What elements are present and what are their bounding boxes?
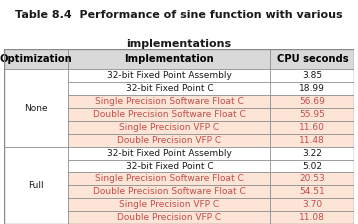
Bar <box>68 211 270 224</box>
Text: Single Precision VFP C: Single Precision VFP C <box>119 123 219 132</box>
Bar <box>270 108 354 121</box>
Text: Double Precision VFP C: Double Precision VFP C <box>117 213 221 222</box>
Text: 32-bit Fixed Point Assembly: 32-bit Fixed Point Assembly <box>107 149 232 158</box>
Text: 32-bit Fixed Point Assembly: 32-bit Fixed Point Assembly <box>107 71 232 80</box>
Text: Optimization: Optimization <box>0 54 72 64</box>
Text: Single Precision VFP C: Single Precision VFP C <box>119 200 219 209</box>
Bar <box>68 185 270 198</box>
Bar <box>68 147 270 159</box>
Bar <box>68 49 270 69</box>
Text: 56.69: 56.69 <box>299 97 325 106</box>
Bar <box>4 147 68 224</box>
Text: 55.95: 55.95 <box>299 110 325 119</box>
Text: 32-bit Fixed Point C: 32-bit Fixed Point C <box>126 162 213 170</box>
Bar <box>270 69 354 82</box>
Text: 11.60: 11.60 <box>299 123 325 132</box>
Text: 3.22: 3.22 <box>303 149 322 158</box>
Bar <box>68 159 270 172</box>
Bar <box>270 185 354 198</box>
Text: Double Precision Software Float C: Double Precision Software Float C <box>93 187 246 196</box>
Text: None: None <box>24 103 48 112</box>
Text: 20.53: 20.53 <box>299 174 325 183</box>
Bar <box>270 134 354 147</box>
Text: Single Precision Software Float C: Single Precision Software Float C <box>95 97 244 106</box>
Bar <box>68 134 270 147</box>
Bar <box>270 95 354 108</box>
Text: Implementation: Implementation <box>125 54 214 64</box>
Text: Table 8.4  Performance of sine function with various: Table 8.4 Performance of sine function w… <box>15 10 343 20</box>
Bar <box>270 198 354 211</box>
Text: Single Precision Software Float C: Single Precision Software Float C <box>95 174 244 183</box>
Bar <box>270 159 354 172</box>
Bar <box>270 82 354 95</box>
Text: 3.70: 3.70 <box>302 200 323 209</box>
Bar <box>68 198 270 211</box>
Text: 54.51: 54.51 <box>299 187 325 196</box>
Text: Full: Full <box>28 181 44 190</box>
Bar <box>68 121 270 134</box>
Bar <box>68 69 270 82</box>
Bar <box>68 95 270 108</box>
Text: 11.08: 11.08 <box>299 213 325 222</box>
Text: CPU seconds: CPU seconds <box>276 54 348 64</box>
Text: implementations: implementations <box>126 39 232 49</box>
Text: 11.48: 11.48 <box>299 136 325 145</box>
Bar <box>270 121 354 134</box>
Bar <box>4 69 68 147</box>
Bar <box>68 82 270 95</box>
Bar <box>270 147 354 159</box>
Text: 32-bit Fixed Point C: 32-bit Fixed Point C <box>126 84 213 93</box>
Bar <box>270 211 354 224</box>
Bar <box>4 49 68 69</box>
Bar <box>270 172 354 185</box>
Bar <box>68 172 270 185</box>
Text: 18.99: 18.99 <box>299 84 325 93</box>
Bar <box>68 108 270 121</box>
Text: Double Precision Software Float C: Double Precision Software Float C <box>93 110 246 119</box>
Text: Double Precision VFP C: Double Precision VFP C <box>117 136 221 145</box>
Text: 5.02: 5.02 <box>302 162 322 170</box>
Bar <box>270 49 354 69</box>
Text: 3.85: 3.85 <box>302 71 323 80</box>
